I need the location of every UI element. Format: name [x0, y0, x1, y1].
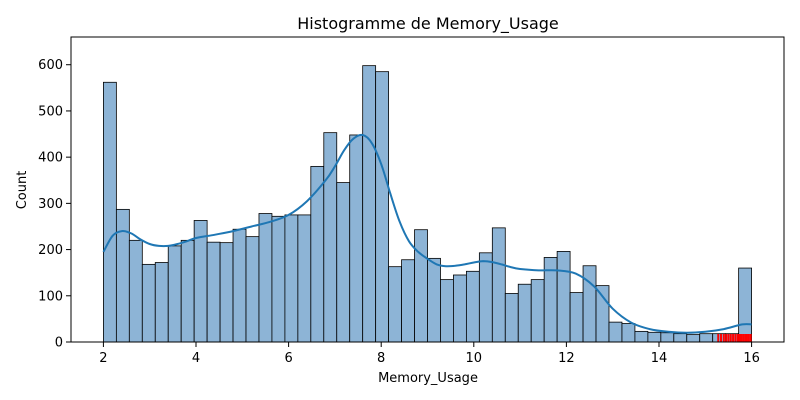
histogram-bar	[491, 227, 506, 343]
x-tick-label: 16	[743, 351, 760, 366]
histogram-bar	[154, 262, 169, 343]
histogram-bar	[440, 279, 454, 343]
histogram-bar	[180, 239, 195, 343]
y-axis-label: Count	[15, 171, 30, 210]
histogram-bar	[569, 292, 584, 343]
x-tick-label: 6	[284, 351, 292, 366]
y-tick-label: 500	[38, 104, 63, 119]
histogram-bar	[401, 259, 415, 343]
histogram-bar	[582, 265, 597, 343]
bars-group	[103, 65, 752, 343]
histogram-bar	[608, 321, 623, 343]
histogram-bar	[271, 215, 286, 343]
histogram-bar	[349, 134, 364, 343]
histogram-bar	[115, 208, 130, 343]
histogram-bar	[206, 241, 221, 343]
histogram-bar	[219, 242, 234, 343]
histogram-bar	[517, 283, 532, 343]
y-axis-ticks: 0 100 200 300 400 500 600	[38, 58, 71, 351]
histogram-bar	[595, 285, 610, 343]
histogram-bar	[478, 252, 493, 343]
histogram-bar	[310, 165, 325, 343]
histogram-bar	[414, 229, 428, 343]
chart-title: Histogramme de Memory_Usage	[297, 14, 559, 34]
y-tick-label: 300	[38, 197, 63, 212]
histogram-bar	[232, 228, 247, 343]
histogram-bar	[504, 293, 519, 343]
histogram-bar	[284, 214, 299, 343]
histogram-bar	[427, 257, 441, 343]
y-tick-label: 600	[38, 58, 63, 73]
y-tick-label: 200	[38, 243, 63, 258]
plot-frame	[70, 36, 785, 343]
histogram-bar	[738, 267, 752, 343]
histogram-bar	[660, 332, 675, 343]
x-tick-label: 8	[377, 351, 385, 366]
x-tick-label: 14	[651, 351, 668, 366]
x-axis-label: Memory_Usage	[378, 371, 478, 386]
histogram-bar	[167, 245, 182, 343]
histogram-bar	[128, 239, 143, 343]
histogram-bar	[245, 236, 260, 343]
x-axis-ticks: 2 4 6 8 10 12 14 16	[99, 342, 760, 366]
histogram-bar	[634, 330, 649, 343]
histogram-bar	[258, 213, 273, 343]
histogram-bar	[621, 323, 636, 343]
histogram-bar	[556, 251, 571, 343]
histogram-bar	[453, 274, 467, 343]
histogram-bar	[297, 214, 312, 343]
histogram-bar	[141, 263, 156, 343]
histogram-bar	[362, 65, 377, 343]
histogram-bar	[465, 270, 480, 343]
histogram-bar	[686, 334, 701, 343]
histogram-bar	[103, 81, 117, 343]
x-tick-label: 2	[99, 351, 107, 366]
x-tick-label: 4	[192, 351, 200, 366]
histogram-bar	[530, 279, 545, 343]
histogram-bar	[699, 333, 714, 343]
x-tick-label: 12	[558, 351, 575, 366]
kde-curve	[102, 133, 752, 334]
histogram-bar	[388, 266, 402, 343]
histogram-bar	[323, 132, 338, 343]
histogram-bar	[375, 71, 390, 343]
y-tick-label: 0	[55, 336, 63, 351]
rug-group	[717, 334, 752, 342]
histogram-bar	[647, 331, 662, 343]
x-tick-label: 10	[466, 351, 483, 366]
y-tick-label: 400	[38, 151, 63, 166]
y-tick-label: 100	[38, 289, 63, 304]
histogram-bar	[336, 182, 351, 343]
histogram-bar	[673, 333, 688, 343]
